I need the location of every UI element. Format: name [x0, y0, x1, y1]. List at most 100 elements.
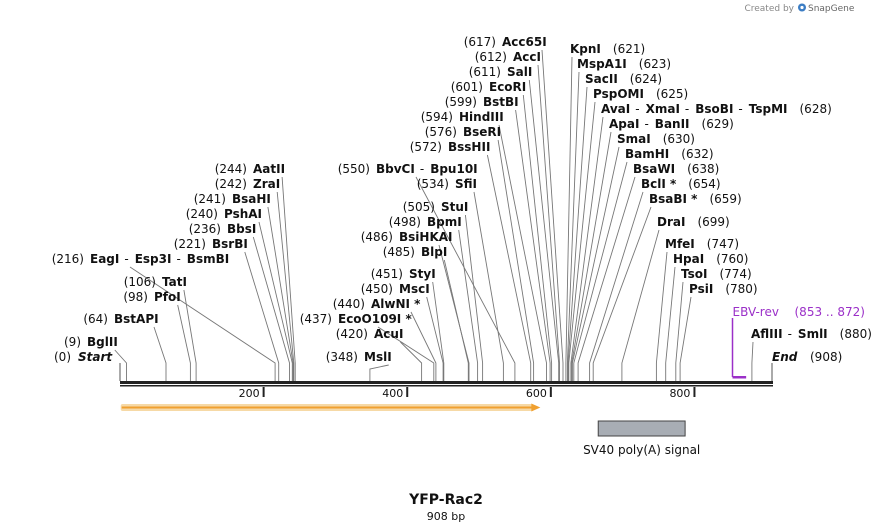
site-bsihkai[interactable]: BsiHKAI (486) — [361, 230, 453, 244]
site-pfoi[interactable]: PfoI (98) — [123, 290, 180, 304]
site-name: AlwNI * — [371, 297, 421, 311]
site-stui[interactable]: StuI (505) — [403, 200, 469, 214]
leader-line — [565, 56, 573, 381]
ruler: 200 400 600 800 — [239, 387, 696, 400]
snapgene-credit: Created by SnapGene — [744, 3, 855, 14]
primer-bar[interactable] — [732, 376, 747, 379]
site-position: (221) — [174, 237, 206, 251]
site-name: MfeI — [665, 237, 695, 251]
site-acci[interactable]: AccI (612) — [475, 50, 541, 64]
site-bbvci[interactable]: BbvCI - Bpu10I (550) — [338, 162, 478, 176]
site-smai[interactable]: SmaI (630) — [617, 132, 695, 146]
site-acc65i[interactable]: Acc65I (617) — [464, 35, 547, 49]
site-bsahi[interactable]: BsaHI (241) — [194, 192, 271, 206]
leader-line — [567, 86, 588, 381]
site-position: (632) — [681, 147, 713, 161]
site-name: HpaI — [673, 252, 704, 266]
site-bamhi[interactable]: BamHI (632) — [625, 147, 714, 161]
site-bbsi[interactable]: BbsI (236) — [189, 222, 257, 236]
site-msli[interactable]: MslI (348) — [326, 350, 392, 364]
site-psii[interactable]: PsiI (780) — [689, 282, 758, 296]
site-kpni[interactable]: KpnI (621) — [570, 42, 645, 56]
site-position: (747) — [707, 237, 739, 251]
site-afliii[interactable]: AflIII - SmlI (880) — [751, 327, 872, 341]
site-name: MslI — [364, 350, 392, 364]
primer-range: (853 .. 872) — [795, 305, 865, 319]
snapgene-logo-icon — [798, 3, 806, 12]
site-position: (241) — [194, 192, 226, 206]
site-avai[interactable]: AvaI - XmaI - BsoBI - TspMI (628) — [601, 102, 832, 116]
leader-line — [573, 161, 628, 381]
site-tati[interactable]: TatI (106) — [124, 275, 187, 289]
site-ecori[interactable]: EcoRI (601) — [451, 80, 527, 94]
site-name-separator: - — [738, 102, 742, 116]
polya-box[interactable] — [597, 420, 686, 437]
leader-line — [571, 146, 620, 381]
site-bglii[interactable]: BglII (9) — [64, 335, 118, 349]
site-position: (420) — [336, 327, 368, 341]
site-bsabi[interactable]: BsaBI * (659) — [649, 192, 742, 206]
site-hpai[interactable]: HpaI (760) — [673, 252, 748, 266]
site-bsawi[interactable]: BsaWI (638) — [633, 162, 719, 176]
site-name: AflIII — [751, 327, 783, 341]
site-name: AccI — [513, 50, 541, 64]
site-hindiii[interactable]: HindIII (594) — [421, 110, 504, 124]
site-position: (572) — [410, 140, 442, 154]
site-name: SfiI — [455, 177, 477, 191]
polya-label: SV40 poly(A) signal — [583, 443, 700, 457]
site-bsshii[interactable]: BssHII (572) — [410, 140, 491, 154]
leader-line — [655, 251, 668, 381]
site-apai[interactable]: ApaI - BanII (629) — [609, 117, 734, 131]
restriction-sites: BglII(9) BstAPI (64) PfoI(98)TatI(106) EagI -… — [52, 35, 872, 364]
site-bseri[interactable]: BseRI (576) — [425, 125, 501, 139]
site-aatii[interactable]: AatII (244) — [215, 162, 285, 176]
site-bstapi[interactable]: BstAPI (64) — [83, 312, 158, 326]
site-name-separator: - — [635, 102, 639, 116]
site-bstbi[interactable]: BstBI (599) — [445, 95, 519, 109]
site-pshai[interactable]: PshAI (240) — [186, 207, 262, 221]
site-name: BstAPI — [114, 312, 159, 326]
site-name: AcuI — [374, 327, 403, 341]
site-pspomi[interactable]: PspOMI (625) — [593, 87, 688, 101]
site-acui[interactable]: AcuI (420) — [336, 327, 404, 341]
leader-line — [432, 281, 445, 381]
site-position: (550) — [338, 162, 370, 176]
site-name: EcoO109I * — [338, 312, 412, 326]
leader-line — [400, 341, 423, 381]
site-tsoi[interactable]: TsoI (774) — [681, 267, 752, 281]
site-name: BclI * — [641, 177, 677, 191]
site-position: (774) — [719, 267, 751, 281]
site-styi[interactable]: StyI (451) — [371, 267, 436, 281]
site-alwni[interactable]: AlwNI * (440) — [333, 297, 421, 311]
site-bpmi[interactable]: BpmI (498) — [389, 215, 462, 229]
map-title: YFP-Rac2 — [408, 492, 483, 508]
leader-line — [568, 101, 596, 381]
site-blpi[interactable]: BlpI (485) — [383, 245, 448, 259]
site-name: BseRI — [463, 125, 501, 139]
site-sacii[interactable]: SacII (624) — [585, 72, 662, 86]
site-position: (437) — [300, 312, 332, 326]
leader-line — [751, 341, 754, 381]
site-position: (599) — [445, 95, 477, 109]
site-bsrbi[interactable]: BsrBI (221) — [174, 237, 248, 251]
site-bcli[interactable]: BclI * (654) — [641, 177, 721, 191]
site-msci[interactable]: MscI (450) — [361, 282, 430, 296]
site-position: (64) — [83, 312, 108, 326]
site-name: TatI — [162, 275, 187, 289]
leader-line — [571, 131, 612, 381]
site-sali[interactable]: SalI (611) — [469, 65, 533, 79]
site-name: BsaHI — [232, 192, 271, 206]
site-sfii[interactable]: SfiI (534) — [417, 177, 477, 191]
ruler-tick-label: 200 — [239, 387, 260, 400]
site-name: Esp3I — [135, 252, 172, 266]
site-position: (659) — [709, 192, 741, 206]
site-mspa1i[interactable]: MspA1I (623) — [577, 57, 671, 71]
site-position: (498) — [389, 215, 421, 229]
site-drai[interactable]: DraI (699) — [657, 215, 730, 229]
site-zrai[interactable]: ZraI (242) — [215, 177, 280, 191]
primer-name: EBV-rev — [733, 305, 779, 319]
site-eagi[interactable]: EagI - Esp3I - BsmBI(216) — [52, 252, 229, 266]
leader-line — [464, 214, 484, 381]
site-mfei[interactable]: MfeI (747) — [665, 237, 739, 251]
site-ecoo109i[interactable]: EcoO109I * (437) — [300, 312, 413, 326]
